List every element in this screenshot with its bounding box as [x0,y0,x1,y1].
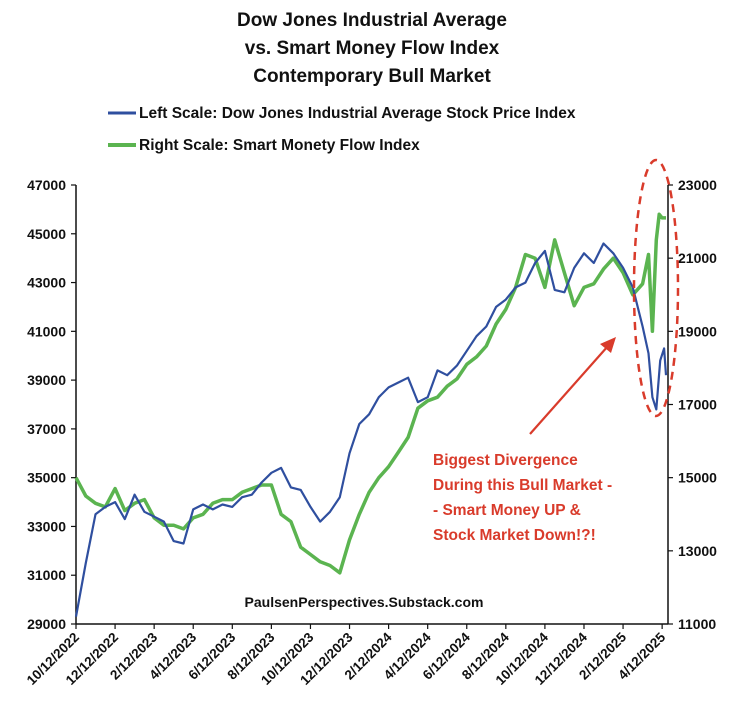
source-label: PaulsenPerspectives.Substack.com [245,594,484,610]
axes: 29000 31000 33000 35000 37000 39000 41000 43000… [24,177,717,688]
legend-label-1: Left Scale: Dow Jones Industrial Average… [139,105,576,122]
title-line-1: Dow Jones Industrial Average [237,10,507,31]
legend-label-2: Right Scale: Smart Monety Flow Index [139,137,420,154]
left-tick-label: 47000 [27,177,66,193]
title-line-3: Contemporary Bull Market [253,66,491,87]
annotation-arrow-line [529,345,609,435]
right-tick-label: 11000 [678,616,716,632]
chart-title: Dow Jones Industrial Average vs. Smart Mo… [237,10,507,87]
legend: Left Scale: Dow Jones Industrial Average… [108,105,576,154]
divergence-ellipse [632,158,680,418]
annotation-arrow-head [600,337,616,353]
left-tick-label: 37000 [27,421,66,437]
left-tick-label: 43000 [27,275,66,291]
annotation-line-2: During this Bull Market - [433,477,612,494]
right-tick-label: 19000 [678,323,717,339]
left-tick-label: 31000 [27,567,66,583]
right-tick-label: 15000 [678,470,717,486]
right-tick-label: 21000 [678,250,717,266]
smart-money-line [74,212,666,575]
left-tick-label: 35000 [27,470,66,486]
right-tick-label: 17000 [678,397,717,413]
annotation: Biggest Divergence During this Bull Marke… [245,158,680,610]
dow-jones-line [74,242,668,617]
annotation-line-4: Stock Market Down!?! [433,527,596,544]
right-tick-label: 13000 [678,543,717,559]
left-tick-label: 45000 [27,226,66,242]
left-tick-label: 39000 [27,372,66,388]
left-tick-label: 29000 [27,616,66,632]
left-tick-label: 41000 [27,323,66,339]
annotation-line-3: - Smart Money UP & [433,502,581,519]
left-tick-label: 33000 [27,518,66,534]
annotation-line-1: Biggest Divergence [433,452,578,469]
right-tick-label: 23000 [678,177,717,193]
series-lines [74,212,668,617]
title-line-2: vs. Smart Money Flow Index [245,38,500,59]
